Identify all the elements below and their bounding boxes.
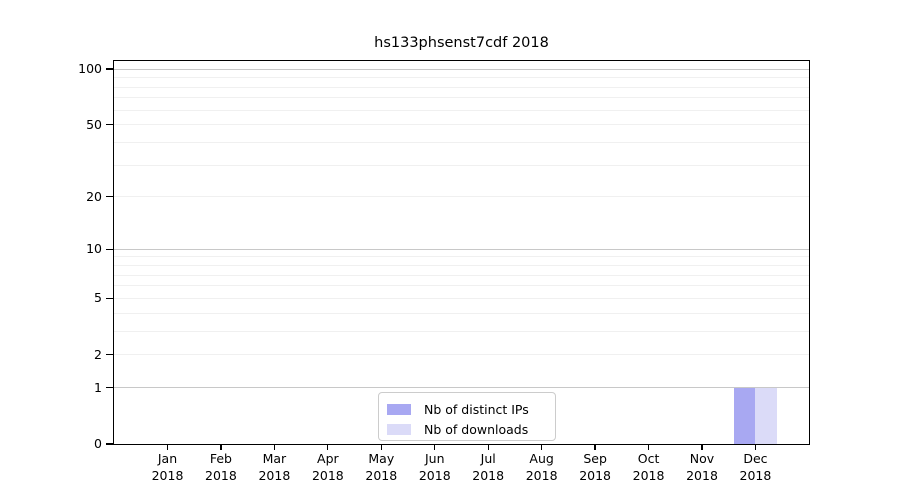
x-tick-mark <box>541 444 543 450</box>
x-tick-label: May 2018 <box>365 451 398 483</box>
gridline-minor <box>113 297 810 299</box>
bar-distinct-ips <box>734 387 756 444</box>
gridline-minor <box>113 77 810 79</box>
legend-swatch-downloads-icon <box>387 423 411 435</box>
legend-item-downloads: Nb of downloads <box>387 419 555 439</box>
y-tick-mark <box>106 196 113 198</box>
x-tick-mark <box>273 444 276 450</box>
gridline-minor <box>113 354 810 356</box>
y-tick-label: 20 <box>86 188 102 204</box>
legend: Nb of distinct IPs Nb of downloads <box>378 392 556 441</box>
x-tick-label: Sep 2018 <box>579 451 611 483</box>
y-tick-label: 5 <box>94 290 102 306</box>
y-tick-mark <box>106 123 113 126</box>
x-tick-label: Jun 2018 <box>418 451 451 483</box>
legend-label-distinct-ips: Nb of distinct IPs <box>424 401 529 417</box>
gridline-minor <box>113 256 810 258</box>
gridline-minor <box>113 196 810 198</box>
gridline-minor <box>113 109 810 111</box>
y-tick-label: 1 <box>94 379 102 395</box>
legend-label-downloads: Nb of downloads <box>424 421 529 437</box>
x-tick-mark <box>594 444 596 450</box>
bar-downloads <box>755 387 777 444</box>
gridline-minor <box>113 141 810 143</box>
x-tick-mark <box>487 444 489 450</box>
x-tick-label: Dec 2018 <box>739 451 772 483</box>
gridline-major <box>113 248 810 250</box>
x-tick-label: Jul 2018 <box>472 451 505 483</box>
y-tick-mark <box>106 387 113 389</box>
x-tick-mark <box>434 444 436 450</box>
x-tick-mark <box>220 444 222 450</box>
y-tick-mark <box>106 443 113 445</box>
x-tick-label: Aug 2018 <box>525 451 558 483</box>
y-tick-label: 10 <box>86 241 102 257</box>
x-tick-mark <box>380 444 382 450</box>
x-tick-label: Apr 2018 <box>311 451 344 483</box>
plot-area: Nb of distinct IPs Nb of downloads <box>113 60 810 445</box>
x-tick-mark <box>701 444 703 450</box>
x-tick-mark <box>647 444 650 450</box>
x-tick-label: Jan 2018 <box>151 451 184 483</box>
y-tick-mark <box>106 354 113 356</box>
y-tick-label: 2 <box>94 346 102 362</box>
x-tick-label: Oct 2018 <box>632 451 665 483</box>
y-tick-mark <box>106 248 113 250</box>
y-tick-mark <box>106 297 113 300</box>
x-tick-mark <box>166 444 169 450</box>
gridline-minor <box>113 86 810 88</box>
gridline-major <box>113 387 810 389</box>
x-tick-label: Mar 2018 <box>258 451 291 483</box>
x-tick-mark <box>327 444 329 450</box>
gridline-minor <box>113 274 810 276</box>
legend-item-distinct-ips: Nb of distinct IPs <box>387 399 555 419</box>
gridline-major <box>113 68 810 70</box>
legend-swatch-distinct-ips-icon <box>387 403 411 415</box>
gridline-minor <box>113 124 810 126</box>
gridline-minor <box>113 312 810 314</box>
y-tick-label: 100 <box>78 61 102 77</box>
x-tick-mark <box>754 444 757 450</box>
y-tick-mark <box>106 68 113 70</box>
y-tick-label: 0 <box>94 436 102 451</box>
gridline-minor <box>113 285 810 287</box>
gridline-minor <box>113 164 810 166</box>
gridline-minor <box>113 97 810 99</box>
y-tick-label: 50 <box>86 116 102 132</box>
gridline-minor <box>113 330 810 332</box>
x-tick-label: Feb 2018 <box>205 451 237 483</box>
gridline-minor <box>113 265 810 267</box>
x-tick-label: Nov 2018 <box>686 451 718 483</box>
chart-title: hs133phsenst7cdf 2018 <box>374 35 549 51</box>
